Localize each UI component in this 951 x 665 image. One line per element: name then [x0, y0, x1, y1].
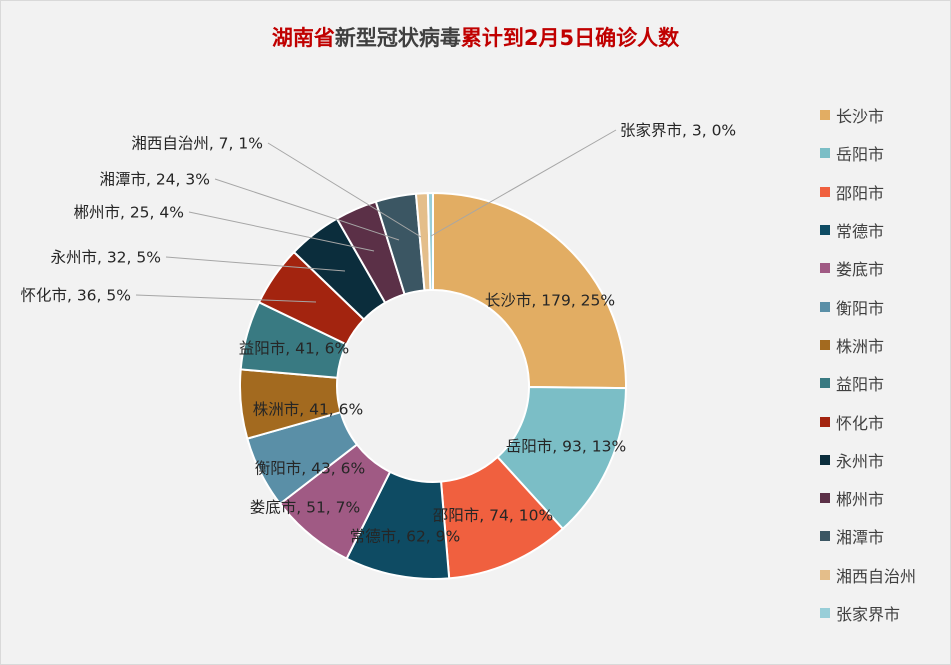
legend-swatch-12 — [820, 569, 830, 580]
legend-label-0: 长沙市 — [836, 107, 885, 127]
legend-swatch-3 — [820, 225, 830, 236]
legend-swatch-2 — [820, 186, 830, 197]
legend-item-8: 怀化市 — [820, 402, 945, 440]
legend-label-12: 湘西自治州 — [836, 566, 917, 586]
leader-line-10 — [188, 211, 375, 252]
legend-item-2: 邵阳市 — [820, 173, 945, 211]
legend-label-13: 张家界市 — [836, 605, 901, 624]
legend-item-11: 湘潭市 — [820, 517, 945, 555]
data-label-12: 湘西自治州, 7, 1% — [131, 135, 263, 153]
leader-line-11 — [214, 178, 400, 241]
data-label-4: 娄底市, 51, 7% — [250, 499, 361, 517]
legend-swatch-0 — [820, 110, 830, 121]
legend-item-9: 永州市 — [820, 441, 945, 479]
legend-label-8: 怀化市 — [836, 413, 885, 433]
data-label-9: 永州市, 32, 5% — [50, 249, 161, 267]
legend-swatch-7 — [820, 378, 830, 389]
legend-item-5: 衡阳市 — [820, 287, 945, 325]
legend-label-9: 永州市 — [836, 451, 885, 471]
legend-item-1: 岳阳市 — [820, 134, 945, 172]
legend-label-7: 益阳市 — [836, 375, 885, 395]
title-part-province: 湖南省 — [271, 26, 335, 50]
legend-label-4: 娄底市 — [836, 260, 885, 280]
data-label-3: 常德市, 62, 9% — [350, 528, 461, 546]
data-label-8: 怀化市, 36, 5% — [20, 287, 131, 305]
data-label-7: 益阳市, 41, 6% — [239, 340, 350, 358]
legend-swatch-13 — [820, 608, 830, 618]
donut-slice-13 — [426, 191, 434, 292]
legend-swatch-6 — [820, 339, 830, 350]
data-label-10: 郴州市, 25, 4% — [73, 204, 184, 222]
legend-item-6: 株洲市 — [820, 326, 945, 364]
legend-swatch-9 — [820, 454, 830, 465]
legend-label-3: 常德市 — [836, 222, 885, 242]
data-label-1: 岳阳市, 93, 13% — [506, 438, 626, 456]
donut-slice-0 — [432, 191, 627, 390]
legend-swatch-5 — [820, 301, 830, 312]
chart-legend: 长沙市岳阳市邵阳市常德市娄底市衡阳市株洲市益阳市怀化市永州市郴州市湘潭市湘西自治… — [820, 96, 945, 632]
legend-label-6: 株洲市 — [836, 336, 885, 356]
legend-label-5: 衡阳市 — [836, 298, 885, 318]
legend-label-1: 岳阳市 — [836, 145, 885, 165]
legend-swatch-4 — [820, 263, 830, 274]
data-label-11: 湘潭市, 24, 3% — [99, 171, 210, 189]
leader-line-12 — [267, 142, 422, 238]
legend-item-13: 张家界市 — [820, 594, 945, 632]
data-label-13: 张家界市, 3, 0% — [620, 122, 736, 140]
legend-item-7: 益阳市 — [820, 364, 945, 402]
data-label-5: 衡阳市, 43, 6% — [255, 460, 366, 478]
leader-line-13 — [430, 129, 617, 237]
data-label-6: 株洲市, 41, 6% — [253, 401, 364, 419]
legend-label-10: 郴州市 — [836, 490, 885, 510]
title-part-virus: 新型冠状病毒 — [334, 26, 461, 50]
legend-label-2: 邵阳市 — [836, 183, 885, 203]
chart-title: 湖南省新型冠状病毒累计到2月5日确诊人数 — [0, 22, 951, 52]
legend-swatch-11 — [820, 531, 830, 542]
legend-item-3: 常德市 — [820, 211, 945, 249]
legend-swatch-1 — [820, 148, 830, 159]
legend-item-0: 长沙市 — [820, 96, 945, 134]
title-part-count: 累计到2月5日确诊人数 — [460, 26, 680, 50]
data-label-2: 邵阳市, 74, 10% — [433, 507, 553, 525]
legend-label-11: 湘潭市 — [836, 528, 885, 548]
data-label-0: 长沙市, 179, 25% — [485, 292, 615, 310]
legend-item-10: 郴州市 — [820, 479, 945, 517]
legend-swatch-8 — [820, 416, 830, 427]
leader-line-8 — [135, 294, 317, 303]
legend-item-4: 娄底市 — [820, 249, 945, 287]
leader-line-9 — [165, 256, 346, 272]
legend-swatch-10 — [820, 493, 830, 504]
legend-item-12: 湘西自治州 — [820, 556, 945, 594]
